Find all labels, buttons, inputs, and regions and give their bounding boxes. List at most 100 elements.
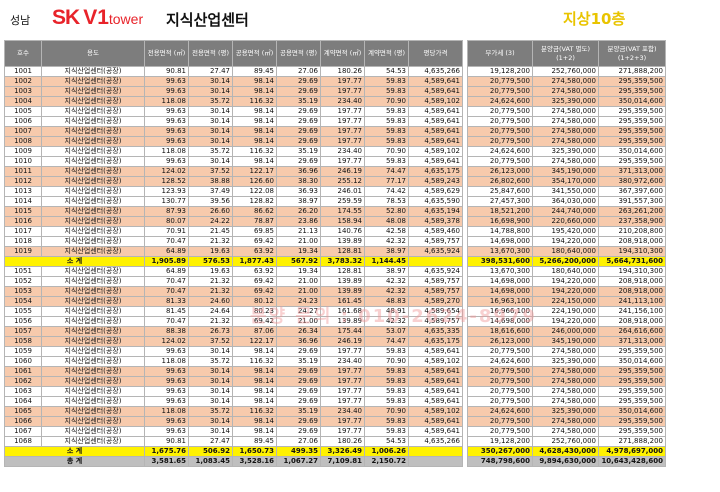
cell-exclusive-m2: 70.47 [144, 286, 189, 297]
cell-exclusive-py: 37.52 [188, 166, 233, 177]
cell-price-incl-vat: 295,359,500 [598, 396, 666, 407]
cell-vat: 24,624,600 [467, 356, 533, 367]
table-row: 1056 지식산업센터(공장) 70.47 21.32 69.42 21.00 139.89… [4, 316, 666, 327]
cell-exclusive-m2: 118.08 [144, 356, 189, 367]
cell-vat: 20,779,500 [467, 346, 533, 357]
cell-price-per-py: 4,589,641 [408, 156, 463, 167]
cell-exclusive-m2: 124.02 [144, 336, 189, 347]
cell-price-per-py: 4,589,102 [408, 356, 463, 367]
cell-common-m2: 98.14 [232, 136, 277, 147]
cell-exclusive-m2: 80.07 [144, 216, 189, 227]
cell-price-per-py: 4,635,266 [408, 66, 463, 77]
cell-exclusive-m2: 99.63 [144, 156, 189, 167]
cell-price-excl-vat: 194,220,000 [532, 286, 599, 297]
cell-common-m2: 116.32 [232, 96, 277, 107]
cell-unit: 총 계 [4, 456, 145, 467]
cell-exclusive-m2: 81.45 [144, 306, 189, 317]
cell-vat: 20,779,500 [467, 386, 533, 397]
cell-use: 지식산업센터(공장) [41, 346, 145, 357]
cell-exclusive-py: 35.72 [188, 96, 233, 107]
table-row: 1061 지식산업센터(공장) 99.63 30.14 98.14 29.69 197.77… [4, 366, 666, 377]
cell-common-py: 36.93 [276, 186, 321, 197]
cell-common-m2: 89.45 [232, 66, 277, 77]
cell-use: 지식산업센터(공장) [41, 166, 145, 177]
logo-v1: V1 [83, 6, 109, 29]
cell-common-m2: 3,528.16 [232, 456, 277, 467]
table-row: 1065 지식산업센터(공장) 118.08 35.72 116.32 35.19 234.… [4, 406, 666, 417]
cell-vat: 20,779,500 [467, 126, 533, 137]
cell-price-per-py: 4,589,641 [408, 136, 463, 147]
cell-use: 지식산업센터(공장) [41, 406, 145, 417]
cell-vat: 13,670,300 [467, 266, 533, 277]
cell-unit: 1001 [4, 66, 42, 77]
cell-price-per-py: 4,589,641 [408, 376, 463, 387]
cell-exclusive-py: 1,083.45 [188, 456, 233, 467]
cell-price-incl-vat: 350,014,600 [598, 356, 666, 367]
subtotal-row: 소 계 1,675.76 506.92 1,650.73 499.35 3,326.49 1… [4, 446, 666, 457]
cell-common-py: 35.19 [276, 356, 321, 367]
cell-common-m2: 98.14 [232, 156, 277, 167]
cell-use: 지식산업센터(공장) [41, 146, 145, 157]
cell-exclusive-py: 27.47 [188, 436, 233, 447]
cell-price-incl-vat: 194,310,300 [598, 246, 666, 257]
table-row: 1005 지식산업센터(공장) 99.63 30.14 98.14 29.69 197.77… [4, 106, 666, 117]
cell-exclusive-m2: 64.89 [144, 266, 189, 277]
cell-price-per-py [408, 256, 463, 267]
cell-unit: 1062 [4, 376, 42, 387]
cell-unit: 1012 [4, 176, 42, 187]
cell-common-py: 29.69 [276, 416, 321, 427]
cell-vat: 19,128,200 [467, 66, 533, 77]
cell-contract-m2: 255.12 [320, 176, 365, 187]
cell-exclusive-py: 35.72 [188, 356, 233, 367]
cell-contract-m2: 197.77 [320, 426, 365, 437]
cell-exclusive-py: 30.14 [188, 426, 233, 437]
cell-price-excl-vat: 224,190,000 [532, 306, 599, 317]
cell-common-m2: 116.32 [232, 406, 277, 417]
cell-common-m2: 98.14 [232, 426, 277, 437]
cell-price-incl-vat: 350,014,600 [598, 406, 666, 417]
cell-exclusive-m2: 99.63 [144, 116, 189, 127]
cell-contract-py: 1,006.26 [364, 446, 409, 457]
cell-unit: 1004 [4, 96, 42, 107]
cell-price-per-py: 4,635,194 [408, 206, 463, 217]
cell-contract-py: 38.97 [364, 246, 409, 257]
cell-exclusive-py: 19.63 [188, 246, 233, 257]
cell-common-py: 38.30 [276, 176, 321, 187]
col-header-common-m2: 공용면적 (㎡) [232, 40, 277, 67]
cell-common-m2: 87.06 [232, 326, 277, 337]
cell-vat: 20,779,500 [467, 116, 533, 127]
logo-sk: SK [52, 6, 80, 29]
cell-price-excl-vat: 246,000,000 [532, 326, 599, 337]
cell-price-excl-vat: 194,220,000 [532, 316, 599, 327]
cell-price-per-py [408, 446, 463, 457]
cell-unit: 1009 [4, 146, 42, 157]
cell-contract-py: 42.32 [364, 276, 409, 287]
cell-vat: 350,267,000 [467, 446, 533, 457]
cell-unit: 1005 [4, 106, 42, 117]
cell-contract-m2: 234.40 [320, 96, 365, 107]
cell-price-per-py: 4,589,641 [408, 416, 463, 427]
table-row: 1067 지식산업센터(공장) 99.63 30.14 98.14 29.69 197.77… [4, 426, 666, 437]
cell-price-excl-vat: 224,150,000 [532, 296, 599, 307]
cell-unit: 1057 [4, 326, 42, 337]
table-row: 1013 지식산업센터(공장) 123.93 37.49 122.08 36.93 246.… [4, 186, 666, 197]
cell-contract-py: 42.32 [364, 316, 409, 327]
cell-contract-m2: 158.94 [320, 216, 365, 227]
cell-exclusive-m2: 99.63 [144, 386, 189, 397]
cell-use: 지식산업센터(공장) [41, 126, 145, 137]
cell-contract-py: 38.97 [364, 266, 409, 277]
cell-unit: 1061 [4, 366, 42, 377]
cell-price-per-py: 4,635,590 [408, 196, 463, 207]
cell-use: 지식산업센터(공장) [41, 176, 145, 187]
cell-unit: 1055 [4, 306, 42, 317]
cell-exclusive-py: 26.60 [188, 206, 233, 217]
cell-exclusive-py: 19.63 [188, 266, 233, 277]
cell-use: 지식산업센터(공장) [41, 246, 145, 257]
cell-price-excl-vat: 274,580,000 [532, 86, 599, 97]
cell-price-per-py: 4,589,378 [408, 216, 463, 227]
cell-exclusive-py: 30.14 [188, 106, 233, 117]
cell-unit: 1006 [4, 116, 42, 127]
cell-exclusive-m2: 128.52 [144, 176, 189, 187]
cell-vat: 20,779,500 [467, 156, 533, 167]
cell-price-incl-vat: 263,261,200 [598, 206, 666, 217]
